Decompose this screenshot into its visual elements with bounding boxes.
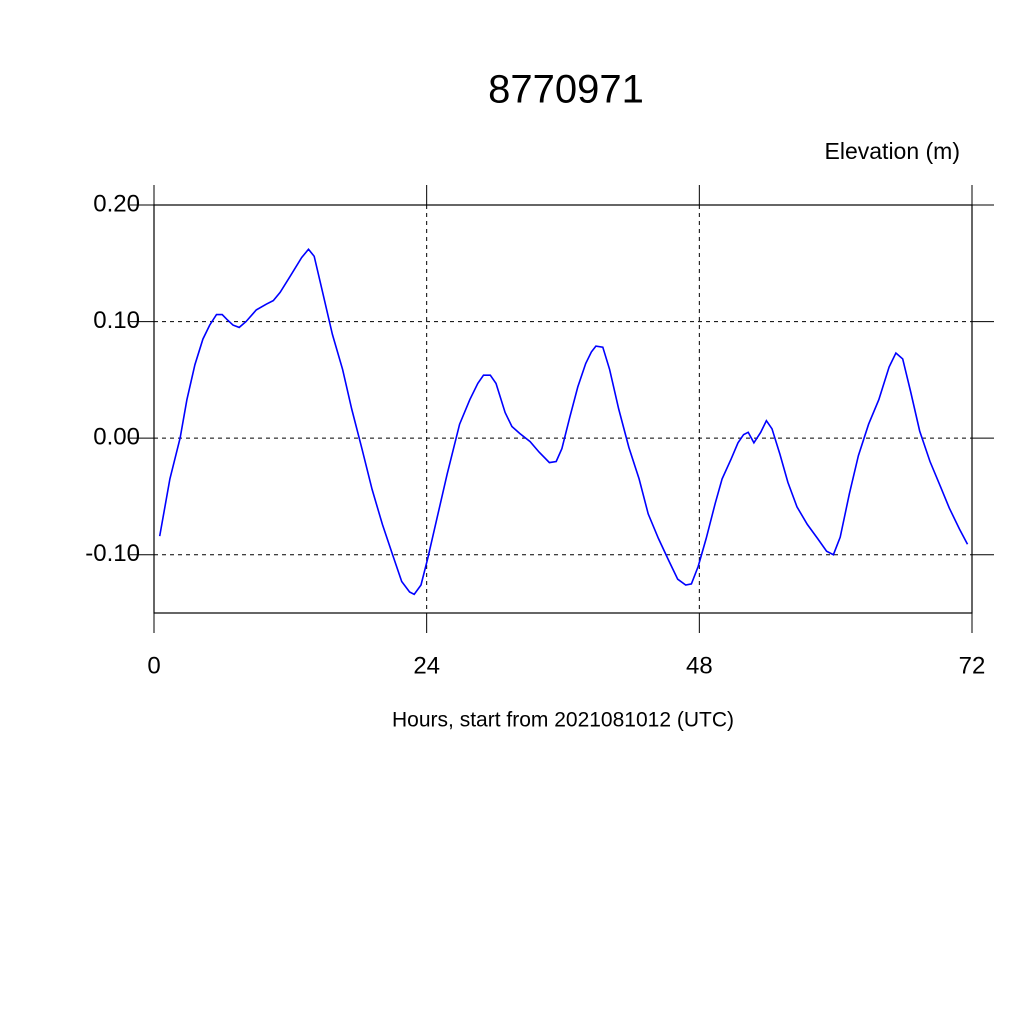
y-tick-label: 0.20 bbox=[93, 190, 140, 217]
y-tick-label: 0.00 bbox=[93, 423, 140, 450]
chart-title: 8770971 bbox=[488, 68, 644, 112]
x-tick-label: 24 bbox=[413, 652, 440, 679]
y-tick-label: 0.10 bbox=[93, 307, 140, 334]
x-tick-label: 72 bbox=[959, 652, 986, 679]
x-axis-label: Hours, start from 2021081012 (UTC) bbox=[392, 709, 734, 732]
y-axis-label: Elevation (m) bbox=[825, 138, 960, 164]
plot-frame bbox=[153, 204, 973, 614]
x-tick-label: 48 bbox=[686, 652, 713, 679]
data-line bbox=[158, 248, 969, 596]
y-tick-label: -0.10 bbox=[85, 540, 140, 567]
x-tick-label: 0 bbox=[147, 652, 160, 679]
